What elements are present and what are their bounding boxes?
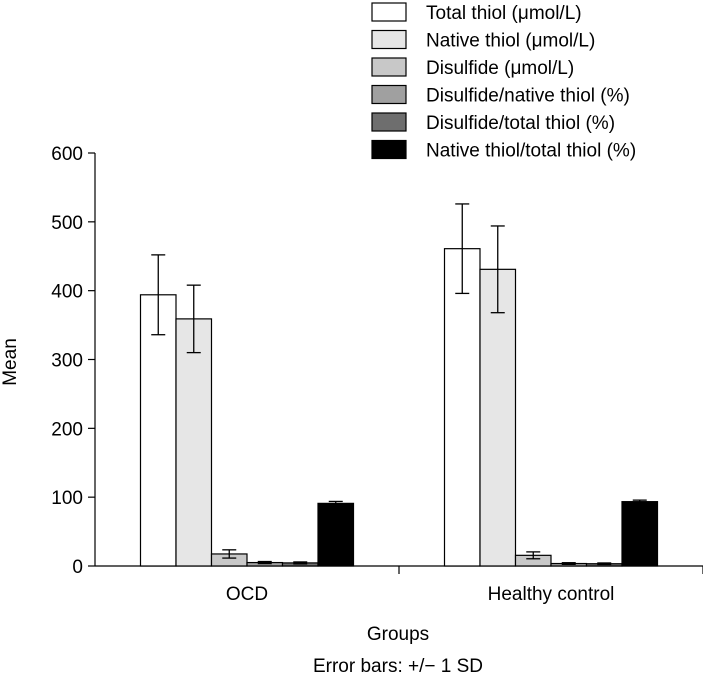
- legend-swatch: [371, 84, 407, 105]
- legend-label: Disulfide (μmol/L): [426, 58, 574, 79]
- error-bar-note: Error bars: +/− 1 SD: [313, 656, 483, 675]
- legend: Total thiol (μmol/L) Native thiol (μmol/L…: [371, 2, 636, 162]
- y-tick-label: 0: [72, 557, 83, 578]
- y-tick-label: 400: [51, 282, 83, 303]
- plot-area: 0 100 200 300 400 500 600 OCD Healthy control: [51, 144, 703, 605]
- y-axis-title: Mean: [0, 338, 21, 386]
- y-tick-label: 200: [51, 419, 83, 440]
- legend-swatch: [371, 57, 407, 77]
- y-tick-label: 100: [51, 488, 83, 509]
- legend-label: Total thiol (μmol/L): [426, 3, 582, 24]
- x-tick-label: OCD: [226, 584, 268, 605]
- bar: [317, 502, 355, 567]
- x-axis-title: Groups: [367, 624, 429, 645]
- y-tick-label: 500: [51, 213, 83, 234]
- legend-label: Native thiol (μmol/L): [426, 31, 595, 52]
- bar: [139, 294, 177, 567]
- bars: [139, 203, 659, 567]
- x-ticks: OCD Healthy control: [226, 566, 703, 605]
- y-tick-label: 600: [51, 144, 83, 165]
- legend-swatch: [371, 112, 407, 132]
- legend-label: Disulfide/native thiol (%): [426, 86, 630, 107]
- bar: [479, 268, 517, 567]
- legend-swatch: [371, 29, 407, 50]
- legend-label: Disulfide/total thiol (%): [426, 113, 615, 134]
- y-ticks: 0 100 200 300 400 500 600: [51, 144, 95, 578]
- bar: [621, 501, 659, 567]
- legend-label: Native thiol/total thiol (%): [426, 141, 636, 162]
- legend-swatch: [371, 2, 407, 22]
- legend-swatch: [371, 139, 407, 160]
- bar: [175, 318, 213, 567]
- x-tick-label: Healthy control: [488, 584, 615, 605]
- bar: [443, 248, 481, 567]
- y-tick-label: 300: [51, 351, 83, 372]
